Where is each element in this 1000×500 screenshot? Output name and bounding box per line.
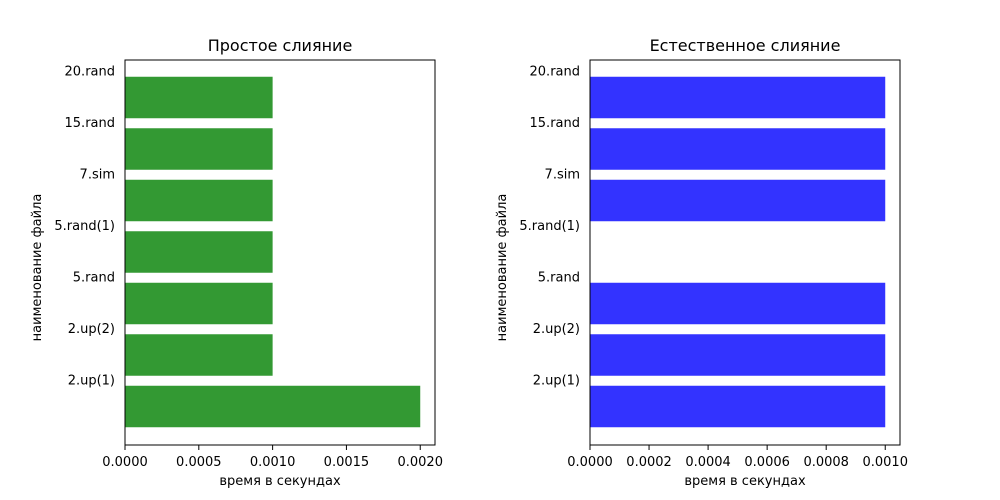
bar-2.up(2) (590, 334, 886, 376)
y-tick-label: 5.rand(1) (54, 219, 115, 234)
bar-7.sim (590, 179, 886, 222)
y-tick-label: 5.rand(1) (519, 219, 580, 234)
y-axis-label: наименование файла (495, 194, 510, 342)
x-tick-label: 0.0008 (803, 455, 849, 470)
bar-5.rand(1) (125, 231, 273, 273)
bar-5.rand (590, 282, 886, 325)
x-tick-label: 0.0020 (397, 455, 443, 470)
y-tick-label: 15.rand (65, 116, 115, 131)
bar-20.rand (590, 76, 886, 119)
bar-20.rand (125, 76, 273, 119)
x-tick-label: 0.0005 (176, 455, 222, 470)
bar-7.sim (125, 179, 273, 222)
bar-2.up(1) (590, 385, 886, 428)
plot-frame (124, 59, 436, 446)
x-tick-label: 0.0006 (744, 455, 790, 470)
x-tick-label: 0.0002 (626, 455, 672, 470)
y-tick-label: 2.up(1) (533, 374, 580, 389)
y-tick-label: 20.rand (530, 65, 580, 80)
x-axis-label: время в секундах (219, 474, 341, 489)
bar-2.up(2) (125, 334, 273, 376)
bar-2.up(1) (125, 385, 421, 428)
x-tick-label: 0.0004 (685, 455, 731, 470)
y-tick-label: 2.up(2) (533, 322, 580, 337)
x-tick-label: 0.0000 (102, 455, 148, 470)
y-tick-label: 2.up(1) (68, 374, 115, 389)
chart-simple-merge: Простое слияние 2.up(1) 2.up(2) 5.rand 5.ran… (30, 36, 443, 489)
y-tick-label: 15.rand (530, 116, 580, 131)
y-tick-label: 7.sim (545, 168, 580, 183)
y-tick-label: 5.rand (73, 271, 115, 286)
bar-15.rand (125, 128, 273, 170)
x-tick-label: 0.0010 (862, 455, 908, 470)
x-tick-label: 0.0010 (250, 455, 296, 470)
y-tick-label: 7.sim (80, 168, 115, 183)
plot-frame (589, 59, 901, 446)
bar-5.rand (125, 282, 273, 325)
x-tick-label: 0.0015 (324, 455, 370, 470)
x-tick-label: 0.0000 (567, 455, 613, 470)
chart-natural-merge: Естественное слияние 2.up(1) 2.up(2) 5.rand… (495, 36, 908, 489)
chart-title: Простое слияние (208, 36, 353, 55)
chart-title: Естественное слияние (650, 36, 841, 55)
y-tick-label: 20.rand (65, 65, 115, 80)
y-axis-label: наименование файла (30, 194, 45, 342)
x-axis-label: время в секундах (684, 474, 806, 489)
bar-15.rand (590, 128, 886, 170)
y-tick-label: 2.up(2) (68, 322, 115, 337)
y-tick-label: 5.rand (538, 271, 580, 286)
